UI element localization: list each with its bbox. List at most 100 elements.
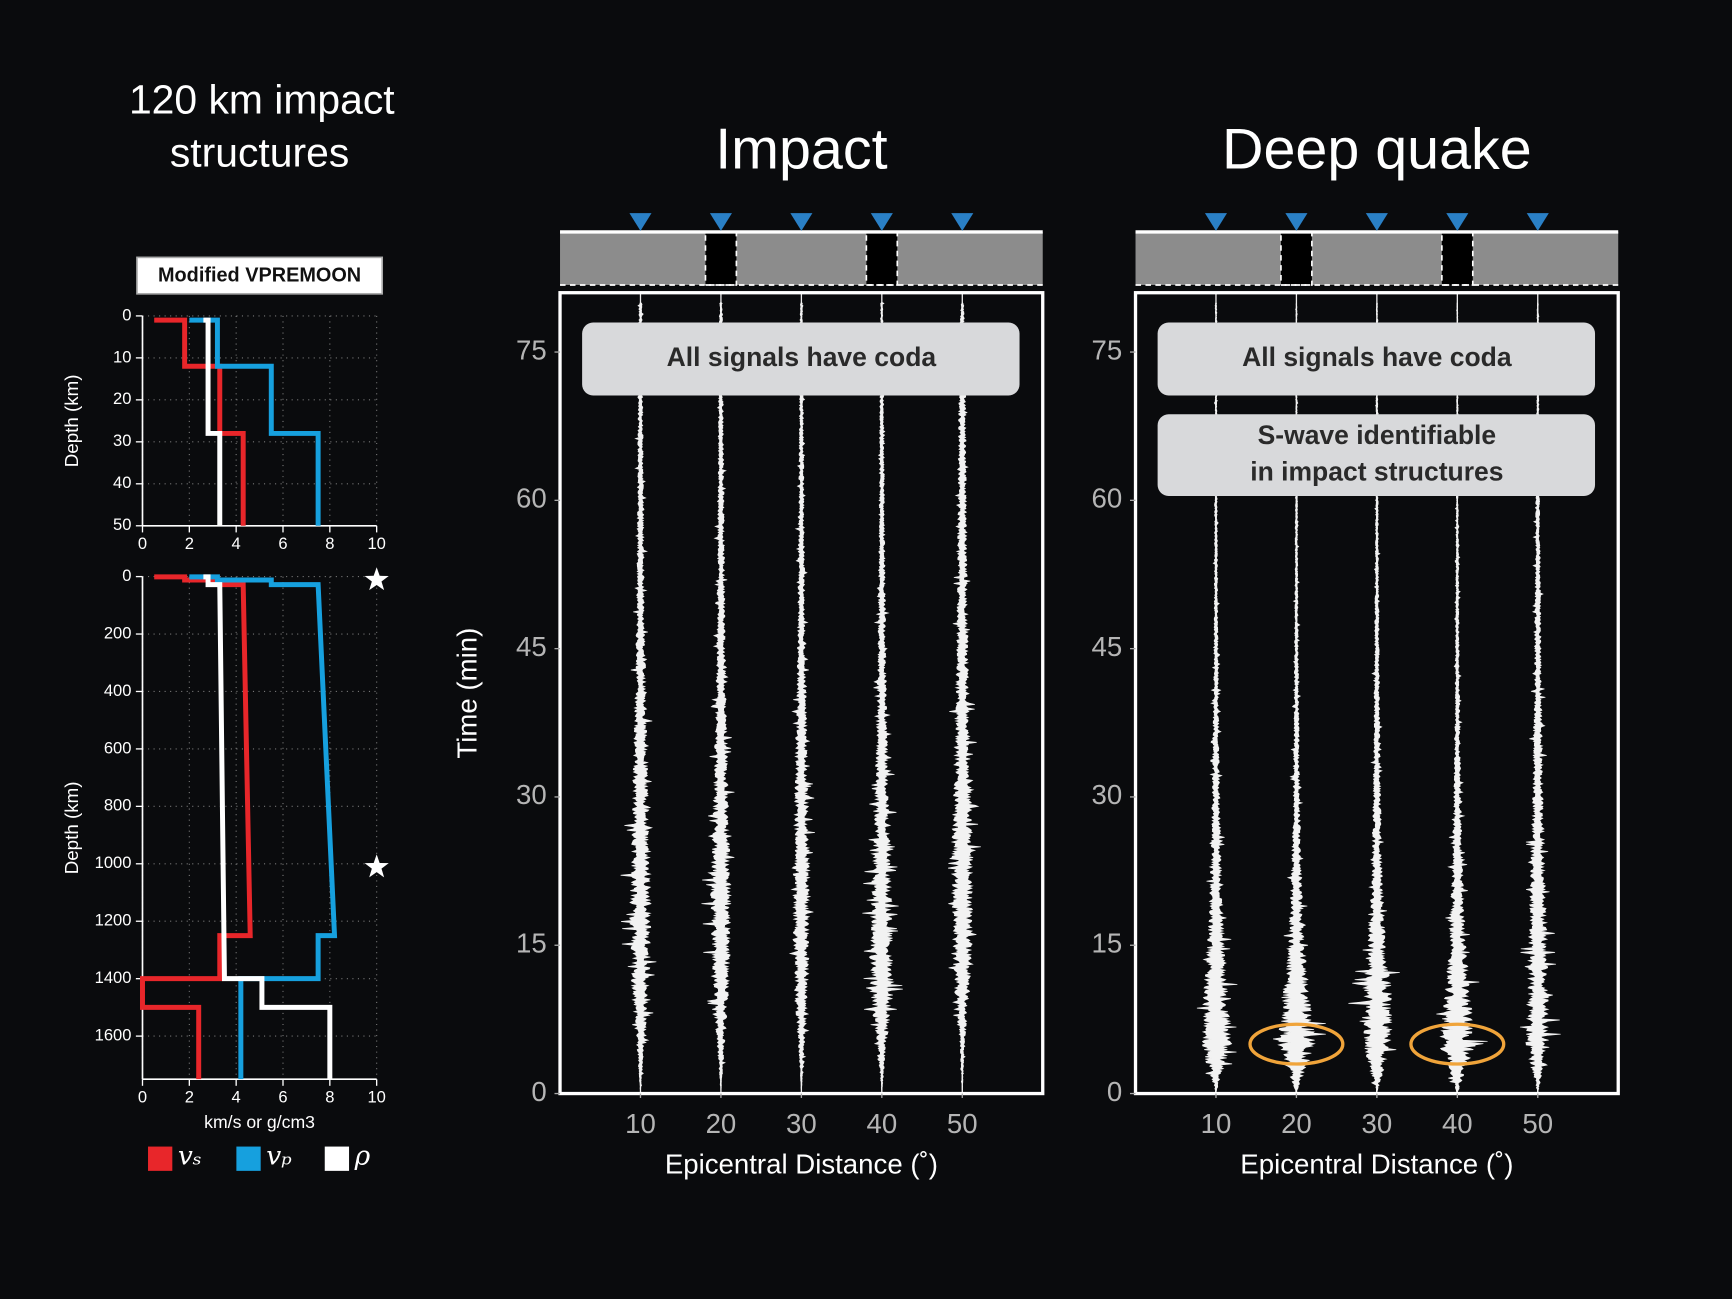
star-marker — [364, 854, 389, 878]
station-bar — [1135, 231, 1619, 285]
y-tick-label: 600 — [104, 738, 132, 757]
y-tick-label: 1200 — [95, 911, 132, 930]
waveform — [947, 293, 981, 1094]
x-tick-label: 10 — [625, 1108, 656, 1139]
waveform — [1519, 293, 1561, 1094]
station-marker — [1446, 213, 1469, 231]
x-tick-label: 8 — [325, 534, 334, 553]
station-marker — [790, 213, 813, 231]
profile-line — [189, 574, 338, 1080]
legend-label: ρ — [354, 1141, 371, 1172]
y-tick-label: 45 — [1092, 631, 1123, 662]
annotation-text: All signals have coda — [1242, 342, 1512, 372]
highlight-ellipse — [1248, 1022, 1345, 1066]
chart-title: Deep quake — [1222, 118, 1532, 182]
annotation-text: All signals have coda — [667, 342, 937, 372]
station-gap — [704, 231, 738, 286]
x-tick-label: 6 — [278, 1087, 287, 1106]
x-tick-label: 0 — [138, 1087, 147, 1106]
figure-title: structures — [170, 130, 349, 176]
chart-title: Modified VPREMOON — [158, 264, 361, 286]
legend-swatch — [236, 1146, 261, 1171]
waveform — [620, 293, 657, 1094]
x-tick-label: 20 — [706, 1108, 737, 1139]
station-bar — [560, 231, 1043, 285]
waveform — [788, 293, 815, 1094]
y-tick-label: 1000 — [95, 853, 132, 872]
annotation-box — [1157, 322, 1596, 396]
y-tick-label: 30 — [516, 779, 547, 810]
figure-title: 120 km impact — [129, 77, 395, 123]
y-tick-label: 0 — [122, 566, 131, 585]
y-axis-label: Depth (km) — [61, 781, 82, 874]
station-gap — [1280, 231, 1313, 286]
highlight-ellipse — [1409, 1022, 1506, 1066]
y-tick-label: 0 — [531, 1076, 546, 1107]
profile-line — [203, 317, 223, 526]
x-axis-label: km/s or g/cm3 — [204, 1112, 315, 1132]
waveform — [862, 293, 903, 1094]
waveform — [1348, 293, 1400, 1095]
station-gap — [1441, 231, 1474, 286]
x-tick-label: 40 — [1442, 1108, 1473, 1139]
waveform — [1196, 293, 1238, 1094]
y-tick-label: 400 — [104, 681, 132, 700]
title-box — [136, 256, 384, 295]
y-tick-label: 45 — [516, 631, 547, 662]
y-tick-label: 20 — [113, 389, 131, 408]
y-tick-label: 10 — [113, 347, 131, 366]
profile-line — [140, 574, 253, 1080]
x-tick-label: 50 — [947, 1108, 978, 1139]
x-axis-label: Epicentral Distance (˚) — [665, 1149, 938, 1180]
x-tick-label: 30 — [786, 1108, 817, 1139]
x-tick-label: 4 — [232, 534, 241, 553]
x-axis-label: Epicentral Distance (˚) — [1240, 1149, 1513, 1180]
legend-label: vₛ — [178, 1141, 202, 1172]
station-marker — [1285, 213, 1308, 231]
y-tick-label: 75 — [516, 334, 547, 365]
station-marker — [709, 213, 732, 231]
legend-label: vₚ — [266, 1141, 292, 1172]
waveform — [1272, 293, 1326, 1094]
x-tick-label: 10 — [367, 534, 385, 553]
x-tick-label: 8 — [325, 1087, 334, 1106]
x-tick-label: 6 — [278, 534, 287, 553]
y-tick-label: 0 — [1107, 1076, 1122, 1107]
waveform — [1436, 293, 1488, 1094]
x-tick-label: 4 — [232, 1087, 241, 1106]
x-tick-label: 10 — [367, 1087, 385, 1106]
y-tick-label: 40 — [113, 473, 131, 492]
profile-line — [203, 574, 333, 1080]
station-gap — [865, 231, 899, 286]
legend-swatch — [148, 1146, 173, 1171]
x-tick-label: 30 — [1362, 1108, 1393, 1139]
y-axis-label: Time (min) — [452, 628, 483, 759]
chart-title: Impact — [715, 118, 887, 182]
annotation-box — [1157, 414, 1596, 496]
station-marker — [870, 213, 893, 231]
y-tick-label: 15 — [516, 928, 547, 959]
x-tick-label: 0 — [138, 534, 147, 553]
x-tick-label: 50 — [1522, 1108, 1553, 1139]
y-tick-label: 30 — [1092, 779, 1123, 810]
x-tick-label: 2 — [185, 1087, 194, 1106]
station-marker — [1204, 213, 1228, 231]
station-marker — [629, 213, 652, 231]
annotation-text: S-wave identifiable — [1258, 420, 1497, 450]
y-tick-label: 30 — [113, 431, 131, 450]
profile-line — [189, 317, 321, 526]
y-tick-label: 50 — [113, 515, 131, 534]
station-marker — [1526, 213, 1549, 231]
waveform — [701, 293, 735, 1094]
y-tick-label: 200 — [104, 623, 132, 642]
x-tick-label: 2 — [185, 534, 194, 553]
annotation-text: in impact structures — [1250, 456, 1503, 486]
y-tick-label: 800 — [104, 796, 132, 815]
y-tick-label: 0 — [122, 305, 131, 324]
annotation-box — [582, 322, 1020, 396]
x-tick-label: 10 — [1201, 1108, 1232, 1139]
legend-swatch — [324, 1146, 350, 1171]
y-tick-label: 60 — [516, 483, 547, 514]
